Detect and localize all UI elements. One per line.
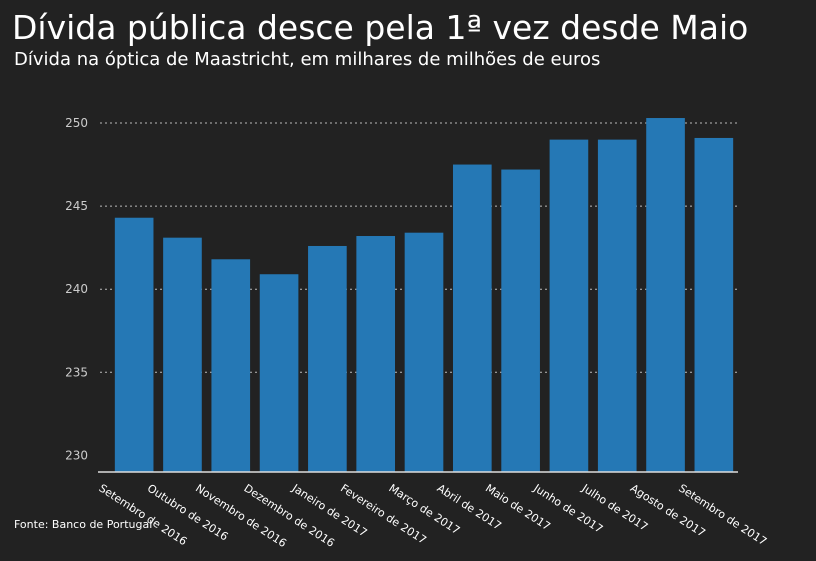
bar	[259, 274, 299, 472]
chart-title: Dívida pública desce pela 1ª vez desde M…	[12, 8, 749, 47]
bar	[597, 139, 637, 472]
y-tick-label: 230	[65, 448, 88, 462]
y-tick-label: 245	[65, 199, 88, 213]
bar	[163, 237, 202, 472]
bars	[114, 118, 734, 473]
y-tick-label: 240	[65, 282, 88, 296]
bar	[211, 259, 251, 472]
x-tick-label: Setembro de 2017	[676, 482, 769, 549]
x-tick-label: Fevereiro de 2017	[338, 482, 429, 547]
source-note: Fonte: Banco de Portugal	[14, 518, 153, 531]
bar	[549, 139, 589, 472]
bar	[356, 236, 396, 472]
y-axis-ticks: 230 235 240 245 250	[65, 116, 88, 462]
x-tick-label: Setembro de 2016	[97, 482, 190, 549]
y-tick-label: 250	[65, 116, 88, 130]
chart-subtitle: Dívida na óptica de Maastricht, em milha…	[14, 49, 601, 70]
bar	[452, 164, 492, 473]
bar	[308, 245, 347, 472]
bar	[404, 232, 444, 472]
x-tick-label: Outubro de 2016	[145, 482, 231, 544]
bar	[694, 137, 734, 472]
y-tick-label: 235	[65, 365, 88, 379]
bar	[646, 118, 685, 472]
bar	[501, 169, 540, 473]
bar	[114, 217, 154, 472]
